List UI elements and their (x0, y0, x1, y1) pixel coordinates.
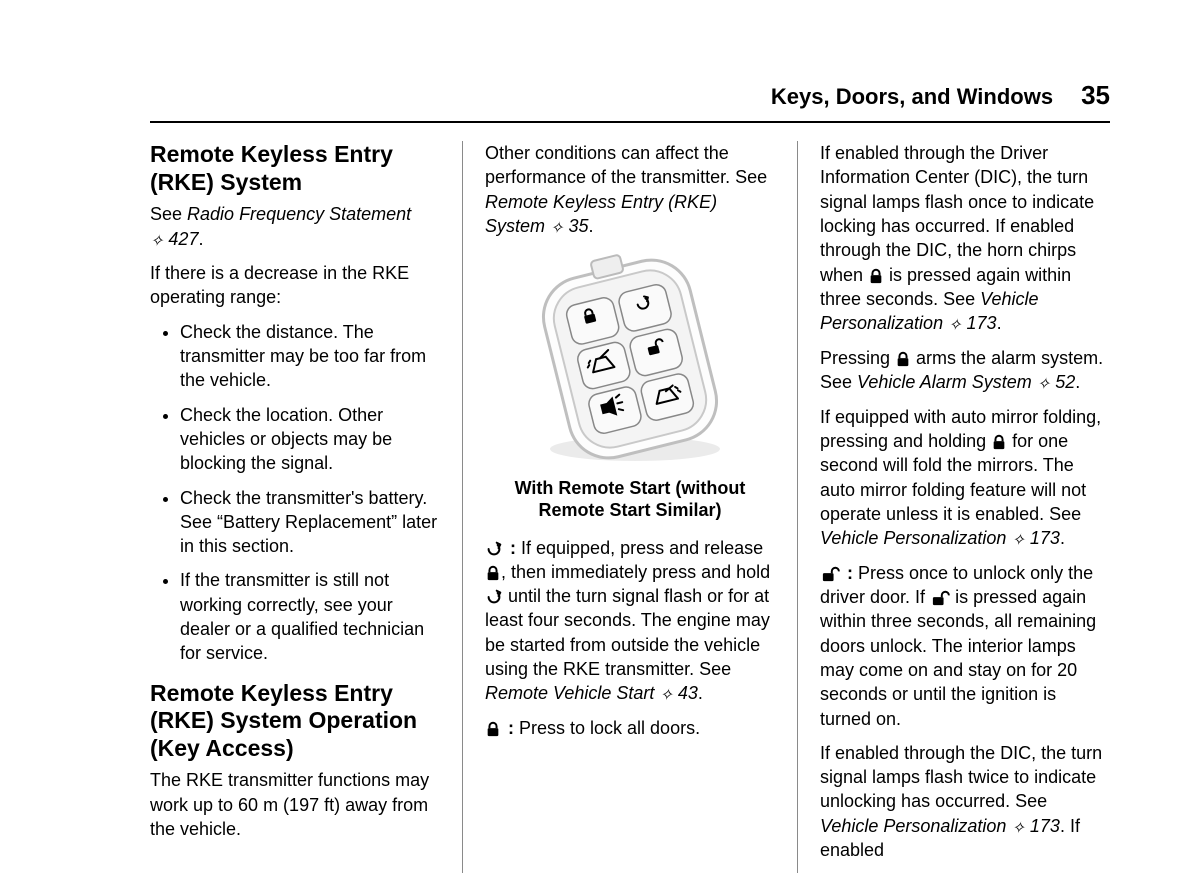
list-item: Check the location. Other vehicles or ob… (180, 403, 440, 476)
unlock-desc: : Press once to unlock only the driver d… (820, 561, 1110, 731)
dic-unlock-flash: If enabled through the DIC, the turn sig… (820, 741, 1110, 863)
lock-closed-icon (895, 351, 911, 367)
lock-open-icon (820, 566, 840, 582)
other-conditions: Other conditions can affect the performa… (485, 141, 775, 238)
key-fob-illustration (485, 249, 775, 469)
alarm-arm: Pressing arms the alarm system. See Vehi… (820, 346, 1110, 395)
lock-closed-icon (485, 721, 501, 737)
column-1: Remote Keyless Entry (RKE) System See Ra… (150, 141, 452, 873)
remote-start-icon (485, 540, 503, 558)
xref-radio: ✧ 427 (150, 229, 198, 249)
dic-lock-flash: If enabled through the Driver Informatio… (820, 141, 1110, 336)
page-header: Keys, Doors, and Windows 35 (150, 78, 1110, 123)
list-item: If the transmitter is still not working … (180, 568, 440, 665)
xref-remote-start: ✧ 43 (659, 683, 697, 703)
list-item: Check the transmitter's battery. See “Ba… (180, 486, 440, 559)
rke-decrease-intro: If there is a decrease in the RKE operat… (150, 261, 440, 310)
lock-open-icon (930, 590, 950, 606)
see-radio-freq: See Radio Frequency Statement ✧ 427. (150, 202, 440, 251)
lock-closed-icon (868, 268, 884, 284)
heading-rke-system: Remote Keyless Entry (RKE) System (150, 141, 440, 196)
xref-personalization: ✧ 173 (1011, 816, 1059, 836)
lock-closed-icon (485, 565, 501, 581)
xref-personalization: ✧ 173 (948, 313, 996, 333)
remote-start-desc: : If equipped, press and release , then … (485, 536, 775, 706)
column-divider (797, 141, 798, 873)
lock-desc: : Press to lock all doors. (485, 716, 775, 740)
rke-troubleshoot-list: Check the distance. The transmitter may … (150, 320, 440, 666)
column-divider (462, 141, 463, 873)
rke-range: The RKE transmitter functions may work u… (150, 768, 440, 841)
xref-rke: ✧ 35 (550, 216, 588, 236)
page-number: 35 (1081, 78, 1110, 113)
column-2: Other conditions can affect the performa… (473, 141, 787, 873)
lock-closed-icon (991, 434, 1007, 450)
content-columns: Remote Keyless Entry (RKE) System See Ra… (150, 141, 1110, 873)
heading-rke-operation: Remote Keyless Entry (RKE) System Operat… (150, 680, 440, 763)
fob-caption: With Remote Start (without Remote Start … (503, 477, 757, 522)
remote-start-icon (485, 588, 503, 606)
chapter-title: Keys, Doors, and Windows (771, 82, 1053, 112)
list-item: Check the distance. The transmitter may … (180, 320, 440, 393)
xref-alarm: ✧ 52 (1037, 372, 1075, 392)
mirror-fold: If equipped with auto mirror folding, pr… (820, 405, 1110, 551)
xref-personalization: ✧ 173 (1011, 528, 1059, 548)
column-3: If enabled through the Driver Informatio… (808, 141, 1110, 873)
